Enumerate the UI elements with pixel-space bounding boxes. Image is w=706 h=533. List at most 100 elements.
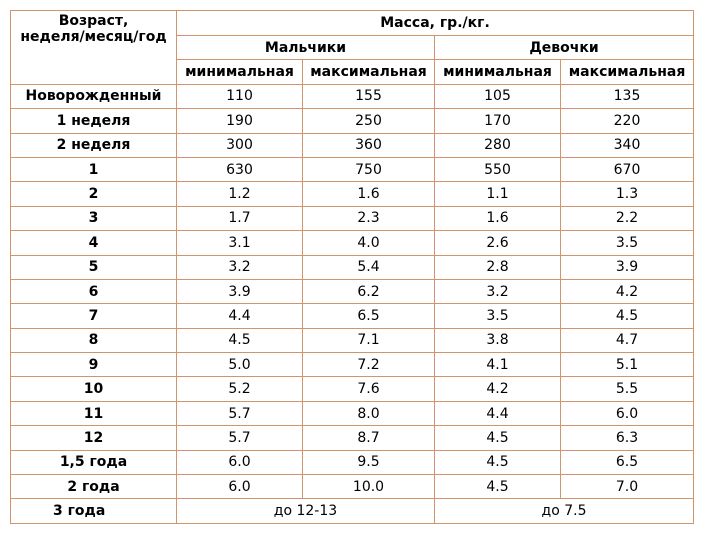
row-label: 8 — [10, 327, 177, 354]
cell: 7.0 — [559, 474, 695, 500]
header-row: минимальная максимальная минимальная максим… — [11, 59, 695, 85]
cell: до 12-13 — [176, 498, 435, 524]
row: 12 5.7 8.7 4.5 6.3 — [10, 425, 695, 451]
row: 2 1.2 1.6 1.1 1.3 — [10, 181, 695, 207]
row-label: 1 — [10, 156, 177, 183]
row: 1 неделя 190 250 170 220 — [10, 108, 695, 134]
row: Новорожденный 110 155 105 135 — [10, 83, 695, 110]
cell: 3.9 — [559, 254, 695, 280]
cell: 630 — [176, 156, 303, 183]
row: 7 4.4 6.5 3.5 4.5 — [10, 303, 695, 329]
row-label: 4 — [10, 230, 177, 256]
row-label: 11 — [10, 400, 177, 427]
subheader: минимальная — [434, 59, 561, 85]
cell: 4.5 — [176, 327, 303, 354]
row: 2 неделя 300 360 280 340 — [10, 132, 695, 158]
cell: 4.5 — [434, 425, 561, 451]
header-row: Возраст, неделя/месяц/год Масса, гр./кг. — [10, 10, 695, 85]
cell: 135 — [559, 83, 695, 110]
cell: 360 — [302, 132, 435, 158]
row-label: 9 — [10, 352, 177, 378]
cell: 3.9 — [176, 278, 303, 305]
cell: 7.6 — [302, 376, 435, 402]
row: 2 года 6.0 10.0 4.5 7.0 — [10, 474, 695, 500]
cell: 4.2 — [559, 278, 695, 305]
cell: 340 — [559, 132, 695, 158]
header-row: Мальчики Девочки — [11, 34, 695, 61]
cell: 6.2 — [302, 278, 435, 305]
header-line: Возраст, — [58, 13, 129, 29]
cell: 155 — [302, 83, 435, 110]
cell: 7.2 — [302, 352, 435, 378]
cell: 105 — [434, 83, 561, 110]
cell: 6.3 — [559, 425, 695, 451]
weight-table: Возраст, неделя/месяц/год Масса, гр./кг.… — [10, 10, 695, 524]
cell: 3.1 — [176, 230, 303, 256]
cell: 4.2 — [434, 376, 561, 402]
cell: 750 — [302, 156, 435, 183]
table-body: Возраст, неделя/месяц/год Масса, гр./кг.… — [10, 10, 695, 524]
row: 9 5.0 7.2 4.1 5.1 — [10, 352, 695, 378]
row: 4 3.1 4.0 2.6 3.5 — [10, 230, 695, 256]
cell: 2.2 — [559, 205, 695, 232]
cell: 9.5 — [302, 449, 435, 476]
cell: 1.1 — [434, 181, 561, 207]
row-label: 7 — [10, 303, 177, 329]
row: 8 4.5 7.1 3.8 4.7 — [10, 327, 695, 354]
cell: 4.5 — [434, 449, 561, 476]
row: 3 1.7 2.3 1.6 2.2 — [10, 205, 695, 232]
cell: 1.3 — [559, 181, 695, 207]
row-label: 5 — [10, 254, 177, 280]
cell: 220 — [559, 108, 695, 134]
row: 6 3.9 6.2 3.2 4.2 — [10, 278, 695, 305]
cell: 2.6 — [434, 230, 561, 256]
cell: 1.7 — [176, 205, 303, 232]
cell: 5.5 — [559, 376, 695, 402]
cell: 670 — [559, 156, 695, 183]
row: 1 630 750 550 670 — [10, 156, 695, 183]
cell: 6.0 — [559, 400, 695, 427]
mass-header: Масса, гр./кг. — [175, 10, 695, 36]
row-label: 2 года — [10, 474, 177, 500]
cell: 190 — [176, 108, 303, 134]
row: 11 5.7 8.0 4.4 6.0 — [10, 400, 695, 427]
cell: 3.5 — [559, 230, 695, 256]
row-label: 3 года — [10, 498, 177, 524]
cell: 170 — [434, 108, 561, 134]
cell: 5.7 — [176, 400, 303, 427]
cell: 280 — [434, 132, 561, 158]
row-label: 2 неделя — [10, 132, 177, 158]
cell: 5.0 — [176, 352, 303, 378]
row-label: 6 — [10, 278, 177, 305]
header-line: неделя/месяц/год — [20, 29, 167, 45]
group-header: Девочки — [433, 34, 695, 61]
subheader: минимальная — [176, 59, 303, 85]
cell: 7.1 — [302, 327, 435, 354]
cell: 1.6 — [302, 181, 435, 207]
cell: до 7.5 — [433, 498, 695, 524]
cell: 4.1 — [434, 352, 561, 378]
cell: 1.2 — [176, 181, 303, 207]
cell: 4.4 — [176, 303, 303, 329]
cell: 4.0 — [302, 230, 435, 256]
row: 5 3.2 5.4 2.8 3.9 — [10, 254, 695, 280]
cell: 2.3 — [302, 205, 435, 232]
group-header: Мальчики — [176, 34, 435, 61]
cell: 4.5 — [434, 474, 561, 500]
cell: 5.1 — [559, 352, 695, 378]
cell: 8.7 — [302, 425, 435, 451]
cell: 5.2 — [176, 376, 303, 402]
row-label: 3 — [10, 205, 177, 232]
cell: 6.0 — [176, 474, 303, 500]
cell: 3.5 — [434, 303, 561, 329]
cell: 4.7 — [559, 327, 695, 354]
cell: 2.8 — [434, 254, 561, 280]
cell: 8.0 — [302, 400, 435, 427]
cell: 5.7 — [176, 425, 303, 451]
cell: 3.2 — [434, 278, 561, 305]
row-label: 2 — [10, 181, 177, 207]
cell: 300 — [176, 132, 303, 158]
cell: 5.4 — [302, 254, 435, 280]
cell: 6.5 — [302, 303, 435, 329]
